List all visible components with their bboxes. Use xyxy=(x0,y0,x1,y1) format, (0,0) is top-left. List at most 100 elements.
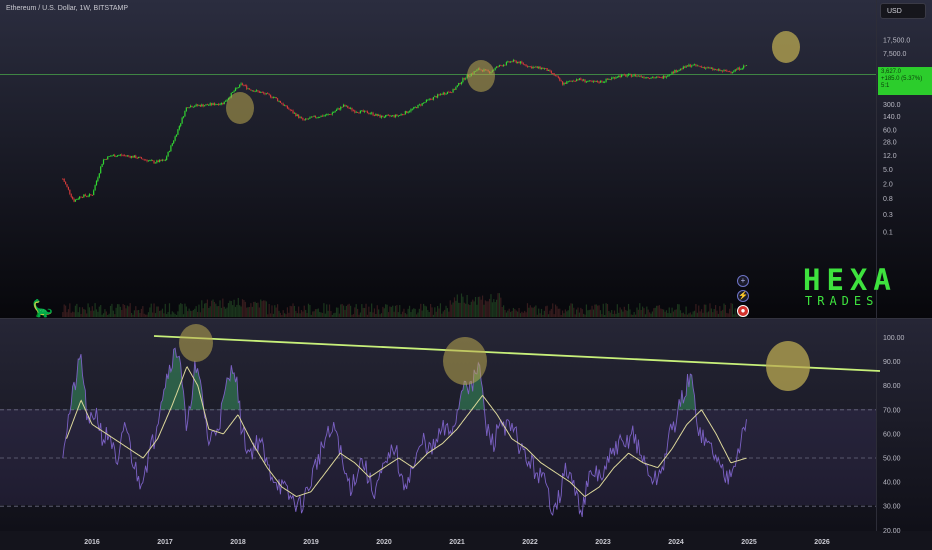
volume-bar xyxy=(633,312,635,317)
price-candle xyxy=(684,66,686,68)
volume-bar xyxy=(156,306,158,317)
price-candle xyxy=(668,74,670,76)
volume-bar xyxy=(688,313,690,317)
volume-bar xyxy=(564,309,566,317)
volume-bar xyxy=(147,312,150,317)
volume-bar xyxy=(247,307,249,317)
volume-bar xyxy=(150,303,152,317)
price-candle xyxy=(344,104,346,107)
price-axis-tick: 28.0 xyxy=(883,140,897,147)
price-candle xyxy=(418,104,420,106)
volume-bar xyxy=(724,304,727,317)
volume-bar xyxy=(194,308,196,317)
volume-bar xyxy=(584,314,586,317)
price-candle xyxy=(722,70,724,72)
price-candle xyxy=(272,97,274,98)
volume-bar xyxy=(265,301,267,317)
volume-bar xyxy=(723,303,725,317)
volume-bar xyxy=(275,307,277,317)
volume-bar xyxy=(397,312,399,317)
price-candle xyxy=(623,74,625,76)
volume-bar xyxy=(205,303,207,317)
price-candle xyxy=(518,61,520,64)
price-candle xyxy=(269,94,272,98)
price-candle xyxy=(612,77,614,79)
volume-bar xyxy=(274,305,276,317)
price-candle xyxy=(79,196,81,199)
volume-bar xyxy=(299,313,301,317)
volume-bar xyxy=(119,306,121,317)
price-candle xyxy=(164,159,166,161)
price-candle xyxy=(564,83,566,84)
volume-bar xyxy=(604,314,606,317)
price-candle xyxy=(686,65,689,67)
price-candle xyxy=(737,67,739,70)
price-candle xyxy=(563,83,565,85)
volume-bar xyxy=(234,306,237,317)
volume-bar xyxy=(581,309,583,317)
volume-bar xyxy=(571,303,573,317)
price-candle xyxy=(542,67,544,69)
volume-bar xyxy=(657,305,659,317)
volume-bar xyxy=(182,314,185,317)
volume-bar xyxy=(394,305,397,317)
volume-bar xyxy=(480,299,482,317)
volume-bar xyxy=(345,305,347,317)
volume-bar xyxy=(615,313,617,317)
price-candle xyxy=(653,77,655,79)
price-candle xyxy=(430,98,432,100)
price-candle xyxy=(401,114,404,115)
volume-bar xyxy=(646,306,648,317)
price-candle xyxy=(188,107,190,109)
price-candle xyxy=(299,116,301,118)
volume-bar xyxy=(112,310,114,317)
price-candle xyxy=(240,83,242,85)
price-candle xyxy=(535,66,537,68)
alert-icon[interactable]: ● xyxy=(737,305,749,317)
volume-bar xyxy=(164,303,166,317)
volume-bar xyxy=(472,299,474,317)
price-candle xyxy=(649,78,651,79)
price-candle xyxy=(87,196,89,197)
price-candle xyxy=(459,83,461,85)
volume-bar xyxy=(407,308,409,317)
currency-button[interactable]: USD xyxy=(880,3,926,19)
price-candle xyxy=(552,73,554,74)
price-candle xyxy=(606,78,609,80)
price-candle xyxy=(424,102,426,103)
volume-bar xyxy=(364,308,366,317)
volume-bar xyxy=(545,306,547,317)
volume-bar xyxy=(104,309,106,317)
volume-bar xyxy=(559,308,561,317)
rsi-axis-tick: 100.00 xyxy=(883,335,905,342)
price-candle xyxy=(62,178,64,180)
plus-icon[interactable]: + xyxy=(737,275,749,287)
volume-bar xyxy=(543,310,545,317)
volume-bar xyxy=(542,314,544,317)
price-candle xyxy=(634,74,637,77)
price-candle xyxy=(115,156,117,158)
volume-bar xyxy=(146,314,148,317)
volume-bar xyxy=(375,313,377,317)
volume-bar xyxy=(168,303,171,317)
price-candle xyxy=(237,87,239,89)
volume-bar xyxy=(196,311,199,317)
price-candle xyxy=(431,99,433,100)
volume-bar xyxy=(456,294,458,317)
lightning-icon[interactable]: ⚡ xyxy=(737,290,749,302)
volume-bar xyxy=(658,305,661,317)
price-candle xyxy=(251,90,253,92)
volume-bar xyxy=(102,313,105,317)
volume-bar xyxy=(69,303,71,317)
volume-bar xyxy=(129,303,131,317)
volume-bar xyxy=(729,308,731,317)
price-candle xyxy=(378,114,380,116)
price-candle xyxy=(428,98,430,100)
volume-bar xyxy=(261,301,263,317)
volume-bar xyxy=(166,313,168,317)
price-candle xyxy=(616,77,618,78)
price-candle xyxy=(289,109,291,111)
volume-bar xyxy=(248,307,251,317)
highlight-circle-2021-top xyxy=(467,60,495,92)
volume-bar xyxy=(157,306,159,317)
